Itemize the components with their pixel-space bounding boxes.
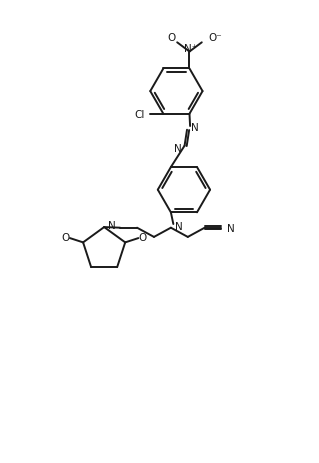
Text: N: N (174, 144, 182, 154)
Text: O: O (168, 33, 176, 43)
Text: O: O (62, 232, 70, 242)
Text: O: O (138, 232, 147, 242)
Text: N: N (191, 123, 199, 133)
Text: O⁻: O⁻ (209, 33, 222, 43)
Text: Cl: Cl (135, 109, 145, 119)
Text: N: N (175, 222, 183, 232)
Text: N: N (108, 221, 116, 231)
Text: N⁺: N⁺ (184, 44, 198, 53)
Text: N: N (227, 223, 235, 233)
